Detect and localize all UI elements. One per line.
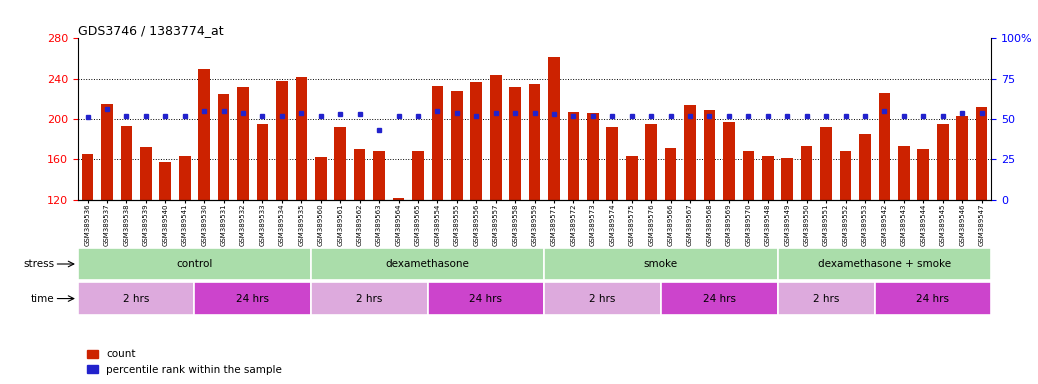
Bar xyxy=(777,248,991,280)
Bar xyxy=(544,282,661,315)
Bar xyxy=(801,146,813,200)
Bar xyxy=(238,87,249,200)
Bar xyxy=(646,124,657,200)
Text: 2 hrs: 2 hrs xyxy=(813,293,840,304)
Bar xyxy=(218,94,229,200)
Bar xyxy=(548,56,559,200)
Bar xyxy=(704,110,715,200)
Text: control: control xyxy=(176,259,213,269)
Bar xyxy=(78,248,311,280)
Bar xyxy=(101,104,113,200)
Text: dexamethasone + smoke: dexamethasone + smoke xyxy=(818,259,951,269)
Bar xyxy=(777,282,875,315)
Bar xyxy=(588,113,599,200)
Bar xyxy=(392,198,405,200)
Bar xyxy=(664,148,677,200)
Bar xyxy=(626,156,637,200)
Legend: count, percentile rank within the sample: count, percentile rank within the sample xyxy=(83,345,286,379)
Bar xyxy=(782,158,793,200)
Bar xyxy=(742,151,755,200)
Bar xyxy=(334,127,346,200)
Bar xyxy=(412,151,424,200)
Bar xyxy=(510,87,521,200)
Bar xyxy=(470,82,482,200)
Bar xyxy=(140,147,152,200)
Bar xyxy=(820,127,831,200)
Bar xyxy=(315,157,327,200)
Bar xyxy=(428,282,544,315)
Text: 2 hrs: 2 hrs xyxy=(122,293,149,304)
Bar xyxy=(606,127,619,200)
Bar xyxy=(878,93,891,200)
Text: time: time xyxy=(31,293,55,304)
Bar xyxy=(937,124,949,200)
Bar xyxy=(256,124,268,200)
Bar xyxy=(311,248,544,280)
Text: 24 hrs: 24 hrs xyxy=(703,293,736,304)
Bar xyxy=(859,134,871,200)
Bar xyxy=(568,112,579,200)
Bar xyxy=(179,156,191,200)
Bar xyxy=(684,105,695,200)
Bar xyxy=(276,81,288,200)
Bar xyxy=(762,156,773,200)
Text: 24 hrs: 24 hrs xyxy=(917,293,950,304)
Bar xyxy=(450,91,463,200)
Bar xyxy=(198,69,210,200)
Bar xyxy=(976,107,987,200)
Bar xyxy=(956,116,968,200)
Bar xyxy=(875,282,991,315)
Bar xyxy=(354,149,365,200)
Text: smoke: smoke xyxy=(644,259,678,269)
Bar xyxy=(296,77,307,200)
Bar xyxy=(918,149,929,200)
Text: 2 hrs: 2 hrs xyxy=(356,293,383,304)
Bar xyxy=(898,146,909,200)
Bar xyxy=(723,122,735,200)
Bar xyxy=(528,84,541,200)
Text: dexamethasone: dexamethasone xyxy=(386,259,469,269)
Bar xyxy=(160,162,171,200)
Bar xyxy=(432,86,443,200)
Text: GDS3746 / 1383774_at: GDS3746 / 1383774_at xyxy=(78,24,223,37)
Bar xyxy=(544,248,777,280)
Bar xyxy=(82,154,93,200)
Text: 2 hrs: 2 hrs xyxy=(590,293,616,304)
Bar xyxy=(374,151,385,200)
Text: 24 hrs: 24 hrs xyxy=(237,293,269,304)
Text: 24 hrs: 24 hrs xyxy=(469,293,502,304)
Text: stress: stress xyxy=(24,259,55,269)
Bar xyxy=(120,126,132,200)
Bar xyxy=(194,282,311,315)
Bar xyxy=(661,282,777,315)
Bar xyxy=(311,282,428,315)
Bar xyxy=(490,74,501,200)
Bar xyxy=(78,282,194,315)
Bar xyxy=(840,151,851,200)
